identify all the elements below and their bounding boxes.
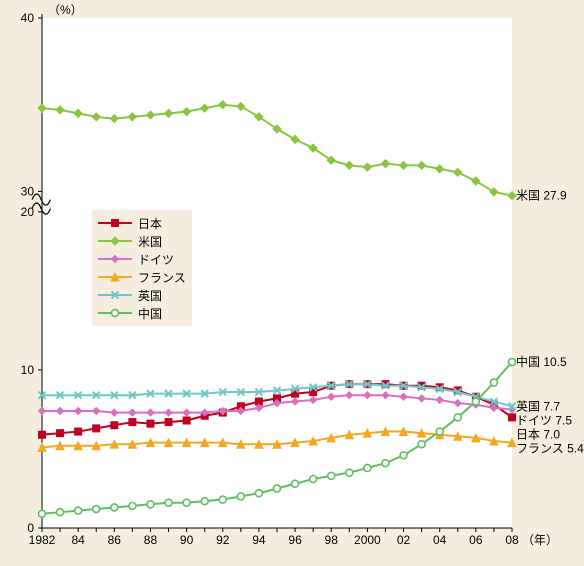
svg-text:92: 92 xyxy=(216,533,230,547)
svg-text:88: 88 xyxy=(144,533,158,547)
legend-swatch xyxy=(98,289,132,301)
legend-row-china: 中国 xyxy=(98,304,186,322)
svg-text:08: 08 xyxy=(505,533,519,547)
legend-swatch xyxy=(98,271,132,283)
legend-swatch xyxy=(98,307,132,319)
svg-text:86: 86 xyxy=(108,533,122,547)
legend-label: 中国 xyxy=(138,305,162,322)
svg-text:96: 96 xyxy=(288,533,302,547)
end-label-japan: 日本 7.0 xyxy=(516,427,560,441)
end-label-china: 中国 10.5 xyxy=(516,354,567,369)
svg-text:90: 90 xyxy=(180,533,194,547)
svg-text:1982: 1982 xyxy=(29,533,56,547)
legend-label: ドイツ xyxy=(138,251,174,268)
end-label-usa: 米国 27.9 xyxy=(516,189,567,203)
svg-text:30: 30 xyxy=(21,184,35,198)
end-label-france: フランス 5.4 xyxy=(516,441,584,455)
legend-swatch xyxy=(98,253,132,265)
legend-label: 英国 xyxy=(138,287,162,304)
legend-row-uk: 英国 xyxy=(98,286,186,304)
svg-text:98: 98 xyxy=(325,533,339,547)
svg-text:04: 04 xyxy=(433,533,447,547)
legend-swatch xyxy=(98,217,132,229)
svg-text:10: 10 xyxy=(21,363,35,377)
legend-row-france: フランス xyxy=(98,268,186,286)
svg-text:2000: 2000 xyxy=(354,533,381,547)
end-label-germany: ドイツ 7.5 xyxy=(516,413,572,427)
svg-text:02: 02 xyxy=(397,533,411,547)
svg-text:94: 94 xyxy=(252,533,266,547)
legend: 日本米国ドイツフランス英国中国 xyxy=(92,210,192,326)
svg-text:84: 84 xyxy=(71,533,85,547)
legend-row-usa: 米国 xyxy=(98,232,186,250)
legend-swatch xyxy=(98,235,132,247)
svg-text:（%）: （%） xyxy=(48,3,83,17)
legend-row-germany: ドイツ xyxy=(98,250,186,268)
legend-label: 米国 xyxy=(138,233,162,250)
svg-text:（年）: （年） xyxy=(522,533,558,547)
svg-text:40: 40 xyxy=(21,11,35,25)
end-label-uk: 英国 7.7 xyxy=(516,399,560,413)
line-chart: 010203040（%）1982848688909294969820000204… xyxy=(0,0,584,566)
chart-svg: 010203040（%）1982848688909294969820000204… xyxy=(0,0,584,566)
legend-label: フランス xyxy=(138,269,186,286)
legend-row-japan: 日本 xyxy=(98,214,186,232)
legend-label: 日本 xyxy=(138,215,162,232)
svg-text:06: 06 xyxy=(469,533,483,547)
